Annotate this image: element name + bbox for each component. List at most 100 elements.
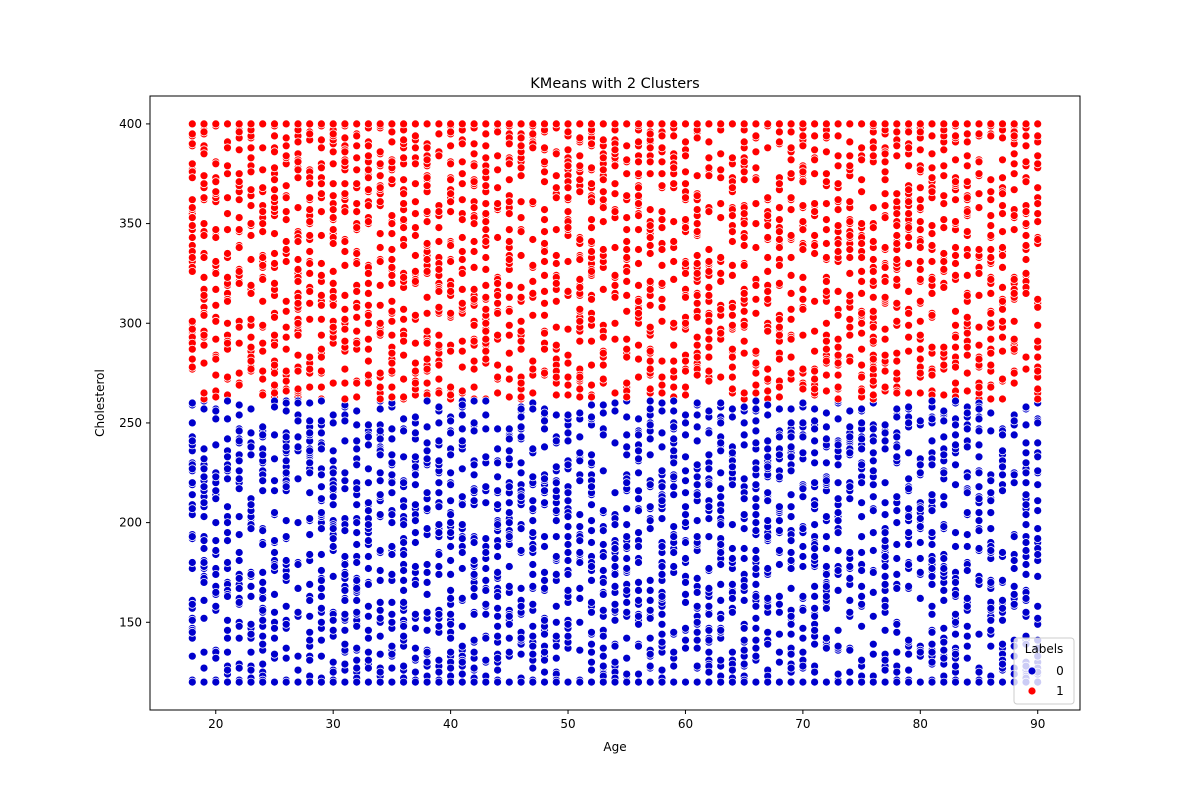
point-cluster-0	[822, 476, 831, 486]
point-cluster-0	[305, 596, 315, 605]
point-cluster-1	[939, 264, 949, 274]
point-cluster-0	[892, 452, 902, 462]
point-cluster-1	[868, 292, 878, 302]
point-cluster-0	[434, 667, 444, 677]
point-cluster-1	[857, 239, 866, 248]
point-cluster-1	[211, 334, 221, 344]
point-cluster-0	[258, 677, 268, 687]
point-cluster-0	[352, 558, 362, 567]
point-cluster-1	[363, 119, 373, 129]
point-cluster-0	[540, 615, 549, 625]
age-column	[669, 119, 679, 687]
point-cluster-1	[962, 328, 972, 338]
point-cluster-1	[915, 195, 925, 205]
point-cluster-0	[352, 584, 362, 593]
point-cluster-0	[833, 586, 843, 595]
point-cluster-1	[927, 173, 937, 183]
point-cluster-0	[234, 530, 244, 539]
point-cluster-0	[375, 598, 385, 607]
point-cluster-1	[857, 253, 866, 262]
point-cluster-1	[387, 137, 397, 147]
point-cluster-1	[187, 316, 197, 326]
point-cluster-0	[998, 462, 1007, 472]
point-cluster-1	[1009, 274, 1019, 284]
point-cluster-1	[293, 366, 303, 376]
point-cluster-0	[974, 468, 984, 478]
point-cluster-1	[352, 392, 362, 402]
point-cluster-1	[328, 378, 338, 388]
point-cluster-1	[340, 378, 350, 388]
point-cluster-0	[657, 665, 667, 675]
point-cluster-1	[316, 300, 326, 310]
point-cluster-0	[587, 657, 596, 667]
point-cluster-0	[880, 572, 890, 581]
point-cluster-1	[551, 171, 561, 181]
point-cluster-1	[951, 306, 960, 316]
point-cluster-0	[528, 528, 538, 537]
point-cluster-1	[763, 211, 773, 221]
point-cluster-0	[281, 406, 291, 416]
point-cluster-0	[634, 596, 643, 605]
point-cluster-0	[234, 484, 244, 494]
point-cluster-0	[634, 506, 643, 516]
point-cluster-1	[469, 237, 479, 246]
point-cluster-1	[986, 211, 996, 221]
point-cluster-1	[892, 255, 902, 264]
point-cluster-0	[540, 442, 549, 452]
point-cluster-0	[645, 677, 655, 687]
point-cluster-1	[645, 119, 655, 129]
point-cluster-1	[692, 312, 702, 322]
point-cluster-1	[998, 282, 1007, 292]
point-cluster-1	[469, 177, 479, 187]
point-cluster-0	[481, 633, 491, 643]
point-cluster-0	[305, 446, 315, 456]
point-cluster-1	[880, 276, 890, 286]
point-cluster-1	[868, 364, 878, 374]
point-cluster-0	[446, 633, 456, 643]
point-cluster-1	[634, 372, 643, 382]
point-cluster-0	[669, 406, 679, 416]
point-cluster-0	[939, 637, 949, 647]
point-cluster-0	[422, 578, 432, 587]
point-cluster-0	[234, 677, 244, 687]
point-cluster-1	[822, 177, 831, 187]
point-cluster-0	[469, 570, 479, 579]
point-cluster-1	[316, 259, 326, 268]
point-cluster-0	[704, 464, 714, 474]
point-cluster-0	[1021, 500, 1031, 510]
point-cluster-1	[951, 131, 960, 141]
point-cluster-0	[951, 528, 960, 537]
point-cluster-0	[786, 619, 796, 629]
point-cluster-0	[587, 598, 596, 607]
point-cluster-1	[399, 374, 409, 384]
point-cluster-1	[387, 306, 397, 316]
point-cluster-0	[798, 524, 808, 533]
point-cluster-1	[223, 372, 232, 382]
point-cluster-0	[422, 647, 432, 657]
point-cluster-1	[904, 161, 913, 171]
point-cluster-0	[270, 548, 279, 557]
point-cluster-1	[1021, 119, 1031, 129]
point-cluster-1	[516, 227, 526, 237]
point-cluster-1	[199, 171, 209, 181]
point-cluster-0	[305, 611, 315, 621]
point-cluster-1	[974, 169, 984, 179]
point-cluster-0	[939, 645, 949, 655]
point-cluster-1	[634, 157, 643, 167]
point-cluster-0	[681, 452, 690, 462]
point-cluster-1	[880, 334, 890, 344]
point-cluster-1	[657, 316, 667, 326]
point-cluster-1	[669, 119, 679, 129]
point-cluster-1	[798, 131, 808, 141]
point-cluster-0	[598, 677, 608, 687]
point-cluster-0	[751, 464, 761, 474]
point-cluster-0	[540, 532, 549, 541]
point-cluster-1	[211, 225, 221, 235]
point-cluster-1	[199, 330, 209, 340]
point-cluster-0	[751, 546, 761, 555]
point-cluster-1	[563, 372, 573, 382]
point-cluster-0	[998, 486, 1007, 496]
point-cluster-1	[986, 308, 996, 318]
point-cluster-1	[822, 318, 831, 328]
point-cluster-0	[516, 649, 526, 659]
